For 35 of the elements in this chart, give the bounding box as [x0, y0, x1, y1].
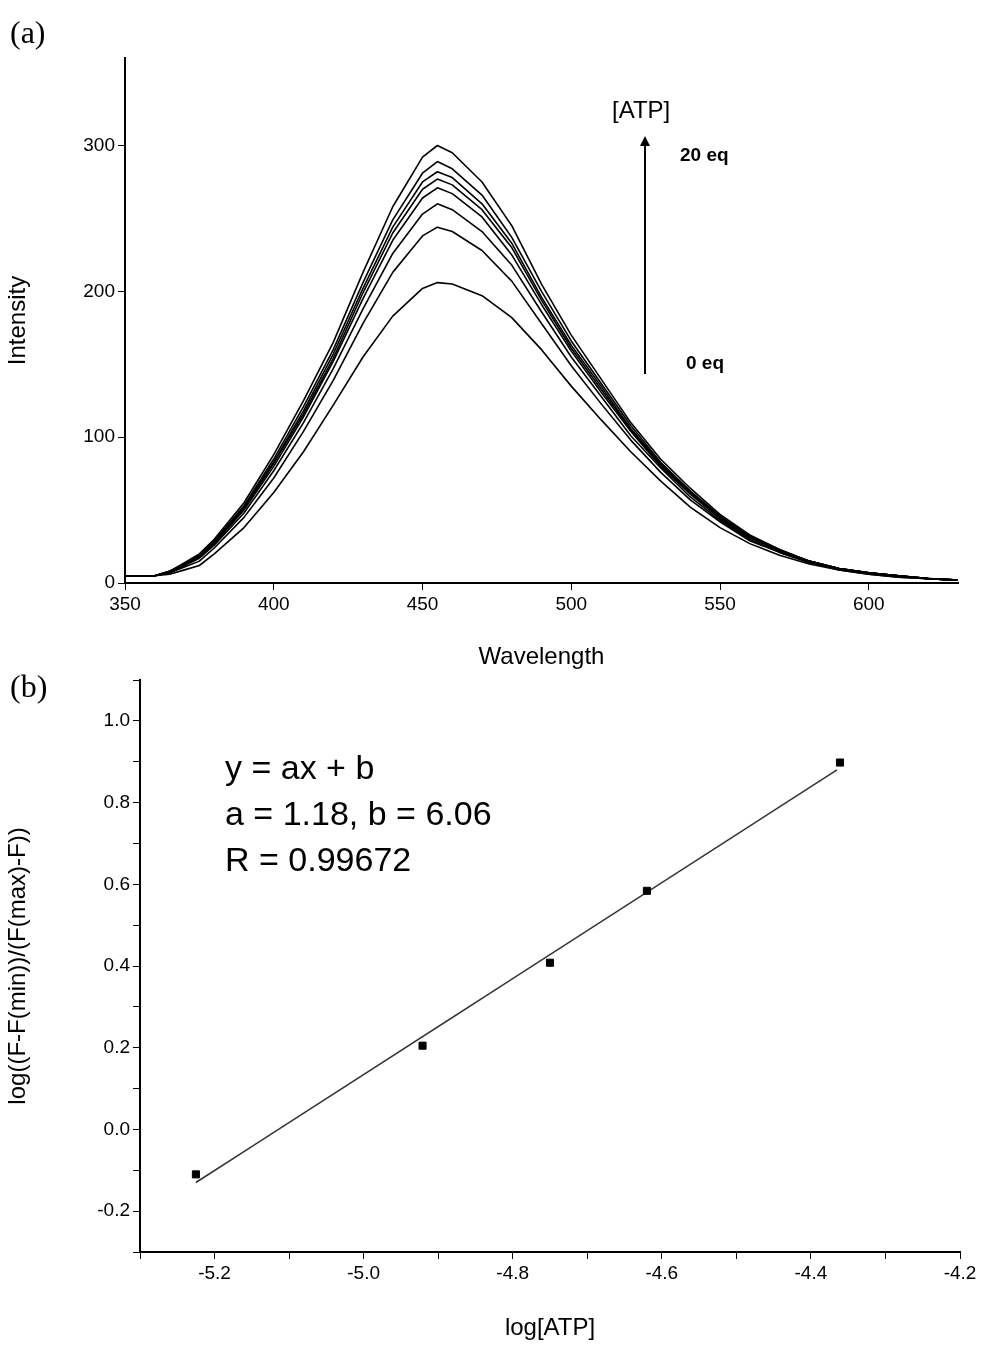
y-tick-label: 300 — [83, 133, 115, 155]
annotation: 20 eq — [680, 144, 729, 166]
x-tick-label: -5.2 — [198, 1261, 231, 1283]
x-tick-label: -5.0 — [347, 1261, 381, 1283]
x-tick-label: -4.2 — [943, 1261, 977, 1283]
y-tick-label: 1.0 — [103, 709, 130, 731]
annotation: R = 0.99672 — [225, 840, 412, 879]
y-tick-label: 0.4 — [103, 954, 131, 976]
y-tick-label: 100 — [83, 425, 115, 447]
y-axis-title: Intensity — [3, 275, 31, 366]
annotation: 0 eq — [686, 352, 725, 374]
x-tick-label: 600 — [852, 592, 885, 614]
x-tick-label: -4.6 — [645, 1261, 679, 1283]
x-tick-label: -4.8 — [496, 1261, 530, 1283]
y-tick-label: 200 — [83, 279, 115, 301]
y-tick-label: 0.0 — [103, 1117, 130, 1139]
x-tick-label: 500 — [555, 592, 588, 614]
text: (b) — [10, 668, 48, 705]
y-tick-label: 0.2 — [103, 1035, 130, 1057]
y-tick-label: 0 — [104, 571, 115, 593]
x-tick-label: 450 — [406, 592, 439, 614]
y-axis-title: log((F-F(min))/(F(max)-F)) — [3, 827, 31, 1105]
x-tick-label: 400 — [257, 592, 290, 614]
annotation: y = ax + b — [225, 748, 375, 787]
annotation: a = 1.18, b = 6.06 — [225, 794, 492, 833]
y-tick-label: 0.8 — [103, 790, 130, 812]
y-tick-label: 0.6 — [103, 872, 130, 894]
y-tick-label: -0.2 — [97, 1199, 130, 1221]
x-tick-label: 350 — [109, 592, 141, 614]
text: (a) — [10, 14, 46, 51]
x-axis-title: Wavelength — [478, 642, 605, 670]
x-tick-label: 550 — [704, 592, 736, 614]
x-axis-title: log[ATP] — [504, 1313, 596, 1341]
x-tick-label: -4.4 — [794, 1261, 828, 1283]
annotation: [ATP] — [612, 96, 671, 124]
